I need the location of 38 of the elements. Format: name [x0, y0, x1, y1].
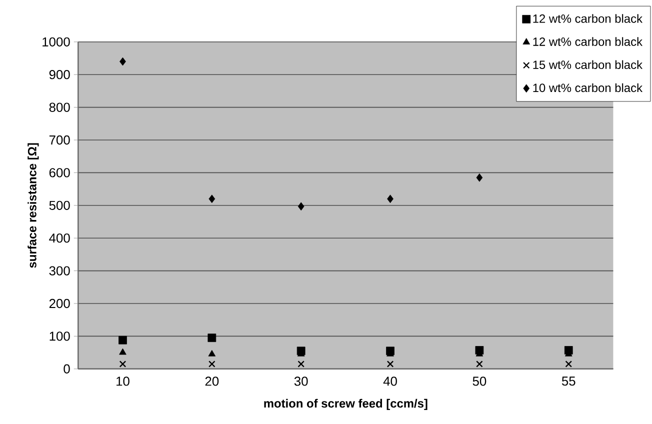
point	[119, 348, 126, 355]
y-tick-label: 0	[64, 364, 70, 374]
point	[118, 336, 127, 344]
point	[476, 360, 483, 368]
legend-label: 10 wt% carbon black	[533, 83, 643, 92]
y-tick-label: 300	[49, 266, 70, 276]
point	[298, 202, 304, 211]
legend-label: 12 wt% carbon black	[533, 14, 643, 23]
x-tick-label: 30	[294, 376, 308, 386]
y-tick-label: 200	[49, 299, 70, 308]
x-tick-label: 55	[562, 376, 576, 386]
x-tick-label: 40	[383, 376, 397, 386]
x-tick-label: 10	[116, 376, 130, 386]
x-tick-label: 50	[472, 376, 486, 386]
point	[386, 360, 394, 368]
x-axis-title: motion of screw feed [ccm/s]	[264, 398, 428, 410]
y-tick-label: 600	[49, 168, 70, 178]
y-tick-label: 400	[49, 234, 70, 243]
point	[120, 57, 126, 66]
point	[208, 350, 216, 356]
y-axis-title: surface resistance [Ω]	[28, 143, 39, 268]
point	[208, 360, 216, 368]
legend-label: 12 wt% carbon black	[533, 37, 643, 46]
point	[387, 194, 394, 204]
point	[565, 360, 572, 368]
point	[298, 360, 304, 368]
y-tick-label: 1000	[42, 37, 70, 47]
y-tick-label: 500	[49, 200, 70, 210]
y-tick-label: 900	[49, 70, 70, 80]
point	[119, 360, 126, 368]
point	[476, 174, 483, 182]
y-tick-label: 100	[50, 332, 70, 341]
y-tick-label: 700	[49, 136, 70, 145]
point	[208, 334, 216, 342]
point	[208, 194, 216, 204]
x-tick-label: 20	[205, 376, 219, 386]
y-tick-label: 800	[49, 102, 70, 112]
legend-label: 15 wt% carbon black	[533, 60, 643, 70]
